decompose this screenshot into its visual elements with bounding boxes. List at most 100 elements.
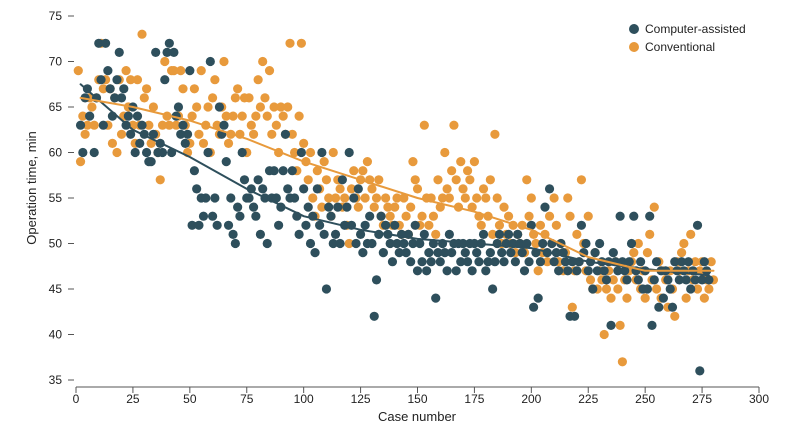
point-conventional [228, 111, 238, 121]
point-conventional [289, 147, 300, 158]
point-computer-assisted [517, 248, 527, 258]
point-conventional [335, 184, 345, 194]
point-computer-assisted [633, 275, 643, 285]
point-conventional [87, 102, 97, 112]
point-conventional [494, 220, 505, 230]
point-conventional [116, 129, 127, 139]
point-computer-assisted [387, 257, 398, 267]
point-conventional [476, 220, 486, 230]
point-conventional [704, 284, 714, 294]
point-computer-assisted [278, 166, 288, 176]
point-computer-assisted [510, 257, 520, 267]
point-computer-assisted [119, 84, 129, 94]
point-conventional [383, 202, 393, 212]
point-computer-assisted [554, 266, 564, 276]
point-conventional [447, 166, 457, 176]
point-conventional [686, 229, 696, 239]
point-computer-assisted [157, 147, 168, 158]
point-conventional [132, 75, 143, 85]
point-conventional [98, 84, 108, 94]
point-conventional [287, 129, 297, 139]
point-conventional [369, 202, 379, 212]
point-conventional [424, 220, 434, 230]
point-conventional [458, 184, 468, 194]
point-conventional [622, 293, 632, 303]
point-conventional [690, 257, 700, 267]
point-computer-assisted [435, 257, 445, 267]
point-conventional [305, 147, 316, 158]
point-conventional [485, 175, 495, 185]
point-computer-assisted [681, 275, 691, 285]
point-computer-assisted [342, 202, 352, 212]
point-conventional [230, 93, 240, 103]
point-computer-assisted [310, 248, 320, 258]
point-computer-assisted [105, 84, 115, 94]
point-computer-assisted [488, 284, 498, 294]
point-conventional [349, 166, 359, 176]
point-conventional [412, 184, 423, 194]
point-conventional [244, 93, 254, 103]
point-conventional [572, 229, 582, 239]
point-computer-assisted [497, 248, 507, 258]
point-conventional [89, 120, 99, 130]
point-computer-assisted [515, 238, 525, 249]
point-computer-assisted [401, 248, 411, 258]
point-computer-assisted [126, 129, 136, 139]
point-conventional [583, 211, 593, 221]
point-conventional [433, 175, 443, 185]
point-conventional [299, 138, 309, 148]
point-computer-assisted [670, 257, 680, 267]
point-conventional [324, 193, 334, 203]
point-computer-assisted [344, 147, 354, 158]
point-conventional [535, 220, 546, 230]
x-tick-label: 175 [464, 392, 484, 406]
point-conventional [340, 193, 350, 203]
point-computer-assisted [456, 257, 466, 267]
point-conventional [417, 211, 427, 221]
point-conventional [251, 111, 261, 121]
point-computer-assisted [192, 184, 202, 194]
point-computer-assisted [697, 275, 707, 285]
point-conventional [467, 202, 477, 212]
point-computer-assisted [663, 275, 673, 285]
point-computer-assisted [447, 248, 457, 258]
point-conventional [410, 175, 420, 185]
x-tick-label: 100 [294, 392, 314, 406]
legend: Computer-assisted Conventional [629, 22, 746, 54]
point-conventional [278, 111, 288, 121]
point-computer-assisted [315, 220, 325, 230]
point-conventional [198, 138, 209, 148]
point-conventional [208, 93, 218, 103]
point-conventional [160, 56, 170, 67]
point-computer-assisted [620, 266, 630, 276]
point-conventional [296, 38, 306, 48]
point-conventional [465, 175, 475, 185]
point-conventional [141, 84, 152, 94]
point-computer-assisted [544, 184, 555, 194]
point-conventional [321, 175, 332, 185]
point-computer-assisted [538, 238, 548, 249]
point-computer-assisted [212, 220, 222, 230]
y-tick-label: 35 [49, 373, 63, 387]
point-computer-assisted [378, 248, 388, 258]
x-axis: 0 25 50 75 100 125 150 175 200 225 250 275 300 [73, 386, 769, 406]
point-computer-assisted [692, 220, 703, 230]
point-computer-assisted [390, 220, 400, 230]
point-computer-assisted [180, 138, 190, 148]
point-computer-assisted [506, 248, 516, 258]
point-computer-assisted [645, 211, 655, 221]
point-computer-assisted [442, 266, 452, 276]
point-computer-assisted [433, 248, 443, 258]
point-computer-assisted [228, 229, 238, 239]
point-conventional [212, 120, 222, 130]
point-conventional [431, 229, 441, 239]
point-computer-assisted [330, 229, 341, 239]
point-computer-assisted [89, 147, 99, 158]
point-conventional [107, 138, 118, 148]
point-conventional [144, 120, 154, 130]
point-conventional [531, 238, 541, 249]
point-conventional [262, 111, 272, 121]
point-computer-assisted [271, 193, 281, 203]
point-conventional [264, 66, 275, 76]
point-computer-assisted [176, 129, 186, 139]
